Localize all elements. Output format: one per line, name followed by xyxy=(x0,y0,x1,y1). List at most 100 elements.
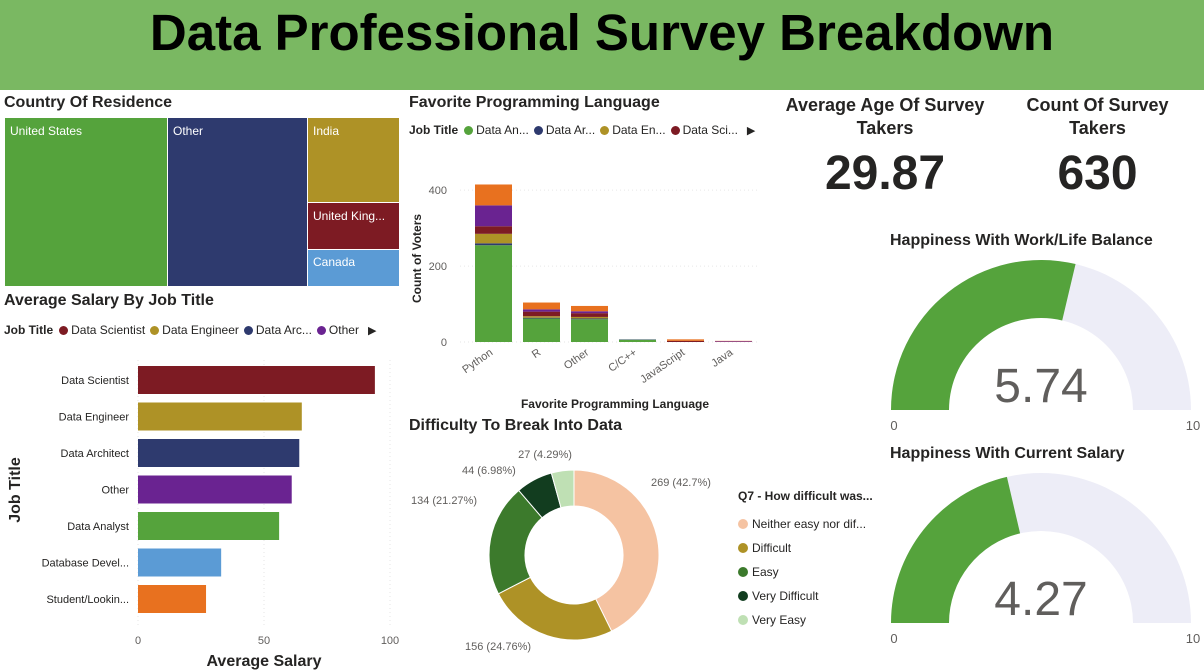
salary-legend: Job Title Data Scientist Data Engineer D… xyxy=(4,323,376,337)
legend-item[interactable]: Data En... xyxy=(600,123,666,137)
treemap-label: Canada xyxy=(313,255,356,269)
legend-label: Data Scientist xyxy=(71,323,146,337)
donut-legend-item[interactable]: Very Difficult xyxy=(738,584,873,608)
bar-segment-other xyxy=(571,305,608,312)
y-axis-title: Count of Voters xyxy=(410,214,424,303)
donut-slice-difficult xyxy=(497,576,613,641)
bar-data-scientist xyxy=(138,366,375,394)
x-tick-label: 0 xyxy=(135,635,141,647)
y-tick-label: Data Engineer xyxy=(59,412,130,424)
legend-dot xyxy=(738,567,748,577)
gauge-salary-title: Happiness With Current Salary xyxy=(890,445,1125,462)
donut-legend: Q7 - How difficult was... Neither easy n… xyxy=(738,489,873,632)
y-axis-title: Job Title xyxy=(7,457,24,523)
legend-item[interactable]: Data An... xyxy=(464,123,529,137)
x-tick-label: Python xyxy=(460,347,495,376)
x-axis-title: Average Salary xyxy=(206,653,321,670)
x-tick-label: 100 xyxy=(381,635,399,647)
bar-segment-javascript xyxy=(667,340,704,342)
legend-label: Very Difficult xyxy=(752,589,819,603)
treemap-label: Other xyxy=(173,124,204,138)
x-tick-label: Java xyxy=(709,346,736,370)
donut-data-label: 156 (24.76%) xyxy=(465,641,531,653)
legend-next-arrow-icon[interactable]: ▶ xyxy=(367,324,377,337)
legend-dot xyxy=(150,325,160,335)
legend-item[interactable]: Other xyxy=(316,323,359,337)
count-card-value: 630 xyxy=(1057,147,1138,200)
donut-slice-very-easy xyxy=(550,469,575,509)
legend-next-arrow-icon[interactable]: ▶ xyxy=(746,124,756,137)
bar-segment-other xyxy=(571,316,608,319)
legend-dot xyxy=(738,615,748,625)
treemap-cell-united-kingdom[interactable]: United King... xyxy=(308,203,399,249)
page-title: Data Professional Survey Breakdown xyxy=(149,4,1055,61)
y-tick-label: Data Architect xyxy=(61,448,129,460)
donut-slice-neither-easy-nor-dif xyxy=(573,469,660,632)
legend-label: Other xyxy=(328,323,359,337)
donut-chart-title: Difficulty To Break Into Data xyxy=(409,417,623,434)
legend-dot xyxy=(670,125,680,135)
donut-legend-item[interactable]: Very Easy xyxy=(738,608,873,632)
legend-dot xyxy=(600,125,610,135)
legend-dot xyxy=(738,543,748,553)
bar-segment-r xyxy=(523,317,560,319)
treemap-label: United King... xyxy=(313,209,386,223)
salary-bar-chart: 0 50 100 Data Scientist Data Engineer Data Ar… xyxy=(7,360,399,670)
bar-segment-r xyxy=(523,318,560,342)
legend-label: Data En... xyxy=(612,123,666,137)
gauge-value: 5.74 xyxy=(994,360,1087,413)
bar-data-engineer xyxy=(138,402,302,431)
lang-legend: Job Title Data An... Data Ar... Data En.… xyxy=(409,123,755,137)
difficulty-donut-chart: 269 (42.7%) 156 (24.76%) 134 (21.27%) 44 (6… xyxy=(411,449,711,653)
bar-segment-r xyxy=(523,316,560,318)
bar-data-analyst xyxy=(138,512,280,540)
bar-segment-python xyxy=(475,245,512,342)
bar-other xyxy=(138,475,292,504)
treemap-label: United States xyxy=(10,124,83,138)
bar-segment-python xyxy=(475,226,512,234)
x-tick-label: JavaScript xyxy=(638,347,687,386)
donut-legend-item[interactable]: Difficult xyxy=(738,536,873,560)
treemap-cell-canada[interactable]: Canada xyxy=(308,250,399,286)
legend-item[interactable]: Data Scientist xyxy=(59,323,145,337)
donut-legend-item[interactable]: Easy xyxy=(738,560,873,584)
bar-segment-r xyxy=(523,302,560,310)
legend-label: Very Easy xyxy=(752,613,807,627)
bar-segment-java xyxy=(715,341,752,342)
gauge-max-label: 10 xyxy=(1186,418,1200,433)
avg-age-card-title: Average Age Of Survey Takers xyxy=(785,95,985,138)
legend-item[interactable]: Data Sci... xyxy=(670,123,738,137)
legend-label: Data Arc... xyxy=(255,323,312,337)
legend-label: Easy xyxy=(752,565,779,579)
lang-chart-title: Favorite Programming Language xyxy=(409,94,660,111)
treemap-cell-other[interactable]: Other xyxy=(168,118,307,286)
bar-student-lookin xyxy=(138,585,207,613)
y-tick-label: Data Analyst xyxy=(67,521,129,533)
gauge-fill xyxy=(891,259,1076,410)
legend-label: Data Sci... xyxy=(682,123,738,137)
donut-data-label: 269 (42.7%) xyxy=(651,477,711,489)
y-tick-label: Data Scientist xyxy=(61,375,129,387)
legend-dot xyxy=(738,519,748,529)
donut-legend-item[interactable]: Neither easy nor dif... xyxy=(738,512,873,536)
legend-item[interactable]: Data Ar... xyxy=(533,123,595,137)
gauge-min-label: 0 xyxy=(890,418,897,433)
legend-item[interactable]: Data Engineer xyxy=(150,323,239,337)
treemap-cell-united-states[interactable]: United States xyxy=(5,118,167,286)
y-tick-label: Other xyxy=(101,485,129,497)
legend-item[interactable]: Data Arc... xyxy=(243,323,312,337)
y-tick-label: Database Devel... xyxy=(42,558,129,570)
y-tick-label: Student/Lookin... xyxy=(46,594,129,606)
donut-data-label: 134 (21.27%) xyxy=(411,495,477,507)
x-tick-label: R xyxy=(530,347,543,361)
legend-title: Job Title xyxy=(4,323,54,337)
bar-segment-other xyxy=(571,319,608,342)
y-tick-label: 0 xyxy=(441,337,447,349)
treemap-cell-india[interactable]: India xyxy=(308,118,399,202)
count-card-title: Count Of Survey Takers xyxy=(1026,95,1169,138)
worklife-gauge: 5.74 0 10 xyxy=(890,259,1200,433)
legend-label: Difficult xyxy=(752,541,792,555)
x-tick-label: C/C++ xyxy=(606,347,639,375)
bar-segment-other xyxy=(571,313,608,317)
